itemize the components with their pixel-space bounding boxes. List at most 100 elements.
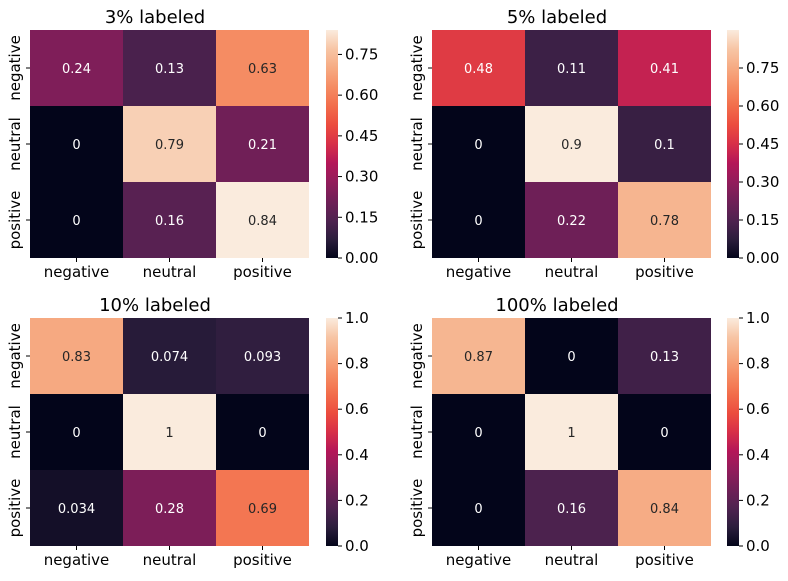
colorbar-tick-label: 0.15 <box>746 211 779 229</box>
heatmap-cell <box>432 30 525 106</box>
colorbar <box>326 318 338 546</box>
colorbar-tick-label: 0.8 <box>746 355 770 373</box>
x-tick-label: neutral <box>545 263 599 281</box>
x-tick-label: neutral <box>545 551 599 569</box>
heatmap-cell <box>618 30 711 106</box>
heatmap-cell <box>30 30 123 106</box>
cell-label: 0.48 <box>464 62 493 77</box>
cell-label: 0.63 <box>248 62 277 77</box>
x-tick-label: positive <box>233 551 292 569</box>
heatmap-cell <box>525 30 618 106</box>
cell-label: 0 <box>567 350 575 365</box>
heatmap-cell <box>216 30 309 106</box>
heatmap-cell <box>216 106 309 182</box>
heatmap-cell <box>123 30 216 106</box>
colorbar-tick-label: 0.00 <box>345 249 378 267</box>
x-tick-label: neutral <box>143 263 197 281</box>
colorbar-tick-label: 0.4 <box>746 446 770 464</box>
cell-label: 0.79 <box>155 138 184 153</box>
colorbar-tick-label: 0.6 <box>746 400 770 418</box>
chart-title: 5% labeled <box>507 7 607 28</box>
heatmap-cell <box>618 470 711 546</box>
cell-label: 0.13 <box>650 350 679 365</box>
heatmap-cell <box>123 182 216 258</box>
colorbar-tick-label: 0.2 <box>746 491 770 509</box>
colorbar-tick-label: 1.0 <box>345 309 369 327</box>
colorbar-tick-label: 1.0 <box>746 309 770 327</box>
cell-label: 0.69 <box>248 502 277 517</box>
heatmap-cell <box>123 318 216 394</box>
y-tick-label: neutral <box>6 405 24 459</box>
heatmap-cell <box>525 394 618 470</box>
heatmap-cell <box>216 318 309 394</box>
x-tick-label: neutral <box>143 551 197 569</box>
cell-label: 0.84 <box>248 214 277 229</box>
heatmap-cell <box>618 394 711 470</box>
cell-label: 0.78 <box>650 214 679 229</box>
colorbar-tick-label: 0.45 <box>345 127 378 145</box>
chart-title: 100% labeled <box>495 295 618 316</box>
cell-label: 0.16 <box>155 214 184 229</box>
colorbar-tick-label: 0.4 <box>345 446 369 464</box>
chart-title: 3% labeled <box>105 7 205 28</box>
colorbar-tick-label: 0.6 <box>345 400 369 418</box>
cell-label: 0 <box>660 426 668 441</box>
colorbar-tick-label: 0.60 <box>746 97 779 115</box>
heatmap-panel: 3% labeled 0.24 0.13 0.63 0 0.79 0.21 0 0.16 0.84… <box>6 7 378 281</box>
heatmap-cell <box>216 394 309 470</box>
cell-label: 0.21 <box>248 138 277 153</box>
cell-label: 0 <box>72 138 80 153</box>
heatmap-cell <box>432 394 525 470</box>
heatmap-panel: 100% labeled 0.87 0 0.13 0 1 0 0 0.16 0.84 negativ… <box>408 295 770 569</box>
heatmap-cell <box>216 470 309 546</box>
cell-label: 0.1 <box>654 138 675 153</box>
colorbar-tick-label: 0.75 <box>345 45 378 63</box>
heatmap-cell <box>432 106 525 182</box>
cell-label: 0.16 <box>557 502 586 517</box>
colorbar-tick-label: 0.15 <box>345 208 378 226</box>
cell-label: 0.84 <box>650 502 679 517</box>
cell-label: 0.87 <box>464 350 493 365</box>
cell-label: 0.41 <box>650 62 679 77</box>
heatmap-cell <box>30 470 123 546</box>
heatmap-panel: 5% labeled 0.48 0.11 0.41 0 0.9 0.1 0 0.22 0.78 ne… <box>408 7 779 281</box>
heatmap-cell <box>216 182 309 258</box>
heatmap-cell <box>123 470 216 546</box>
colorbar <box>326 30 338 258</box>
y-tick-label: negative <box>6 323 24 389</box>
cell-label: 0.11 <box>557 62 586 77</box>
cell-label: 0 <box>72 214 80 229</box>
y-tick-label: neutral <box>408 405 426 459</box>
cell-label: 0 <box>474 138 482 153</box>
cell-label: 0.093 <box>244 350 281 365</box>
colorbar <box>727 318 739 546</box>
colorbar-tick-label: 0.45 <box>746 135 779 153</box>
colorbar-tick-label: 0.60 <box>345 86 378 104</box>
heatmap-panel: 10% labeled 0.83 0.074 0.093 0 1 0 0.034 0.28 0.6… <box>6 295 369 569</box>
colorbar-tick-label: 0.8 <box>345 355 369 373</box>
colorbar-tick-label: 0.0 <box>345 537 369 555</box>
heatmap-cell <box>432 182 525 258</box>
y-tick-label: positive <box>408 479 426 538</box>
cell-label: 0.83 <box>62 350 91 365</box>
colorbar <box>727 30 739 258</box>
cell-label: 0 <box>474 502 482 517</box>
colorbar-tick-label: 0.75 <box>746 59 779 77</box>
heatmap-cell <box>618 106 711 182</box>
colorbar-tick-label: 0.2 <box>345 491 369 509</box>
heatmap-cell <box>432 470 525 546</box>
cell-label: 0.074 <box>151 350 188 365</box>
x-tick-label: negative <box>446 263 512 281</box>
y-tick-label: negative <box>408 323 426 389</box>
y-tick-label: positive <box>6 191 24 250</box>
x-tick-label: positive <box>635 551 694 569</box>
heatmap-cell <box>30 182 123 258</box>
heatmap-cell <box>123 394 216 470</box>
cell-label: 0 <box>474 214 482 229</box>
cell-label: 1 <box>165 426 173 441</box>
cell-label: 0 <box>72 426 80 441</box>
colorbar-tick-label: 0.30 <box>345 168 378 186</box>
y-tick-label: neutral <box>6 117 24 171</box>
heatmap-cell <box>618 182 711 258</box>
